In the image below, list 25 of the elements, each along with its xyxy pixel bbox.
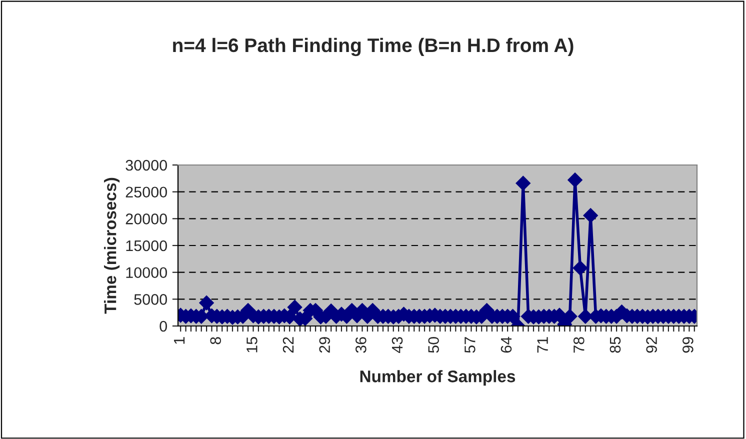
x-axis-title: Number of Samples [360,370,516,386]
y-tick-label: 20000 [126,214,167,224]
x-tick-label: 64 [500,336,512,353]
y-tick-label: 10000 [126,267,167,278]
x-tick-label: 50 [428,337,440,353]
x-tick-label: 43 [392,337,403,354]
x-tick-label: 85 [610,337,621,353]
y-axis-title: Time (microsecs) [104,178,120,314]
x-tick-label: 8 [210,337,222,344]
y-tick-label: 15000 [126,240,167,252]
chart-title: n=4 l=6 Path Finding Time (B=n H.D from A) [173,38,574,56]
x-tick-label: 1 [174,337,185,344]
x-tick-label: 22 [282,337,294,353]
x-tick-label: 15 [246,337,258,352]
x-tick-label: 92 [646,337,657,353]
x-tick-label: 57 [464,337,476,353]
y-tick-label: 30000 [126,160,167,171]
x-tick-label: 99 [682,337,694,353]
x-tick-label: 71 [537,337,548,353]
x-tick-label: 78 [574,337,584,353]
y-tick-label: 25000 [126,186,167,198]
y-tick-label: 0 [160,320,167,332]
x-tick-label: 29 [319,337,330,353]
y-tick-label: 5000 [134,294,167,305]
x-tick-label: 36 [356,337,366,353]
